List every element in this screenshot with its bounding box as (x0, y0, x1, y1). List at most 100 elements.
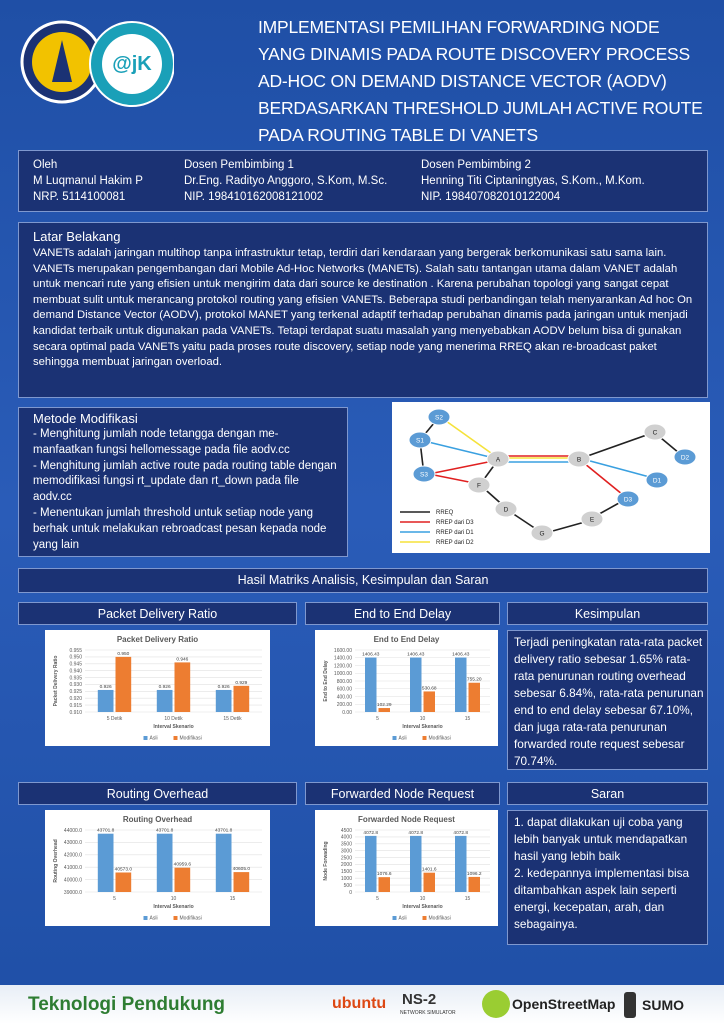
value-label: 1406.43 (452, 652, 470, 658)
y-tick-label: 0.920 (69, 696, 82, 702)
bar (423, 872, 435, 892)
bar (156, 689, 173, 712)
edge (438, 415, 499, 459)
legend-swatch (422, 736, 427, 740)
network-diagram: S2 S1 S3 A F B C D2 D1 D3 D E G RREQ RREP dari D3 RREP … (392, 402, 710, 553)
y-axis-label: Routing Overhead (53, 839, 59, 882)
edge (578, 431, 656, 460)
legend-swatch (173, 736, 178, 740)
value-label: 40605.0 (233, 866, 251, 872)
y-tick-label: 1000 (341, 876, 352, 882)
bar (215, 833, 232, 892)
logo-text: @jK (112, 53, 152, 75)
value-label: 0.946 (176, 656, 188, 662)
node-label: A (496, 457, 501, 464)
node-label: C (653, 430, 658, 437)
x-tick-label: 5 (376, 896, 379, 902)
y-tick-label: 1000.00 (334, 671, 352, 677)
value-label: 1406.43 (362, 652, 380, 658)
legend-label: RREQ (436, 510, 454, 516)
y-axis-label: Node Forwading (323, 841, 329, 880)
bar (378, 877, 390, 892)
y-axis-label: Packet Delivery Ratio (53, 656, 59, 707)
chart-title: Packet Delivery Ratio (117, 635, 198, 644)
author: Dosen Pembimbing 2 Henning Titi Ciptaning… (421, 157, 645, 205)
logo: NS-2 (402, 991, 437, 1008)
y-tick-label: 1600.00 (334, 648, 352, 654)
bar (365, 835, 377, 892)
y-tick-label: 600.00 (337, 687, 353, 693)
y-tick-label: 0.915 (69, 703, 82, 709)
value-label: 0.926 (100, 684, 112, 690)
bar (378, 708, 390, 712)
node (467, 476, 491, 494)
y-tick-label: 400.00 (337, 694, 353, 700)
legend-label: Modifikasi (180, 916, 202, 922)
x-tick-label: 10 (420, 896, 426, 902)
node (567, 450, 591, 468)
author: Oleh M Luqmanul Hakim P NRP. 5114100081 (33, 157, 143, 205)
background-box: Latar Belakang VANETs adalah jaringan mu… (18, 222, 708, 398)
legend-swatch (422, 916, 427, 920)
suggestion-box: 1. dapat dilakukan uji coba yang lebih b… (507, 810, 708, 945)
id: NIP. 198410162008121002 (184, 191, 324, 203)
bar (455, 657, 467, 712)
panel-heading: Forwarded Node Request (305, 782, 500, 805)
logo: NETWORK SIMULATOR (400, 1010, 456, 1016)
chart: Routing Overhead 39000.0 40000.0 41000.0 420… (45, 810, 270, 926)
chart: Packet Delivery Ratio0.9100.9150.9200.92… (45, 630, 270, 746)
x-tick-label: 15 (465, 896, 471, 902)
bar (215, 689, 232, 712)
chart-title: Routing Overhead (123, 815, 192, 824)
x-tick-label: 10 Detik (164, 716, 183, 722)
y-tick-label: 4500 (341, 828, 352, 834)
node (580, 510, 604, 528)
value-label: 1406.43 (407, 652, 425, 658)
title-line: BERDASARKAN THRESHOLD JUMLAH ACTIVE ROUT… (258, 98, 703, 118)
bar (468, 876, 480, 892)
node-label: S3 (420, 472, 428, 479)
node-label: B (577, 457, 581, 464)
item: - Menghitung jumlah node tetangga dengan… (33, 428, 290, 456)
node (616, 490, 640, 508)
logo: ubuntu (332, 995, 387, 1012)
node-label: F (477, 483, 481, 490)
bar (410, 657, 422, 712)
suggestion-list: 1. dapat dilakukan uji coba yang lebih b… (514, 814, 706, 933)
chart-title: End to End Delay (374, 635, 440, 644)
node (530, 524, 554, 542)
y-tick-label: 0.955 (69, 648, 82, 654)
paragraph: Terjadi peningkatan rata-rata packet del… (514, 635, 704, 768)
value-label: 4072.8 (408, 830, 423, 836)
panel-heading: Kesimpulan (507, 602, 708, 625)
value-label: 1401.6 (422, 867, 437, 873)
y-tick-label: 1500 (341, 869, 352, 875)
value-label: 40573.0 (115, 866, 133, 872)
y-tick-label: 3500 (341, 842, 352, 848)
node (673, 448, 697, 466)
panel-heading: End to End Delay (305, 602, 500, 625)
chart-title: Forwarded Node Request (358, 815, 455, 824)
legend-label: RREP dari D1 (436, 530, 474, 536)
x-tick-label: 15 Detik (223, 716, 242, 722)
conclusion-box: Terjadi peningkatan rata-rata packet del… (507, 630, 708, 770)
value-label: 4072.8 (453, 830, 468, 836)
node (643, 423, 667, 441)
footer-heading: Teknologi Pendukung (28, 994, 226, 1015)
name: Dr.Eng. Radityo Anggoro, S.Kom, M.Sc. (184, 175, 388, 187)
value-label: 4072.8 (363, 830, 378, 836)
y-tick-label: 4000 (341, 835, 352, 841)
bar (455, 835, 467, 892)
y-tick-label: 0.925 (69, 689, 82, 695)
legend-swatch (143, 736, 148, 740)
legend-label: Asli (150, 916, 158, 922)
legend-label: Asli (150, 736, 158, 742)
y-tick-label: 0 (349, 890, 352, 896)
y-tick-label: 0.940 (69, 668, 82, 674)
edge (419, 439, 499, 460)
y-tick-label: 44000.0 (64, 828, 82, 834)
y-tick-label: 0.950 (69, 655, 82, 661)
y-tick-label: 500 (344, 883, 353, 889)
value-label: 0.929 (235, 680, 247, 686)
